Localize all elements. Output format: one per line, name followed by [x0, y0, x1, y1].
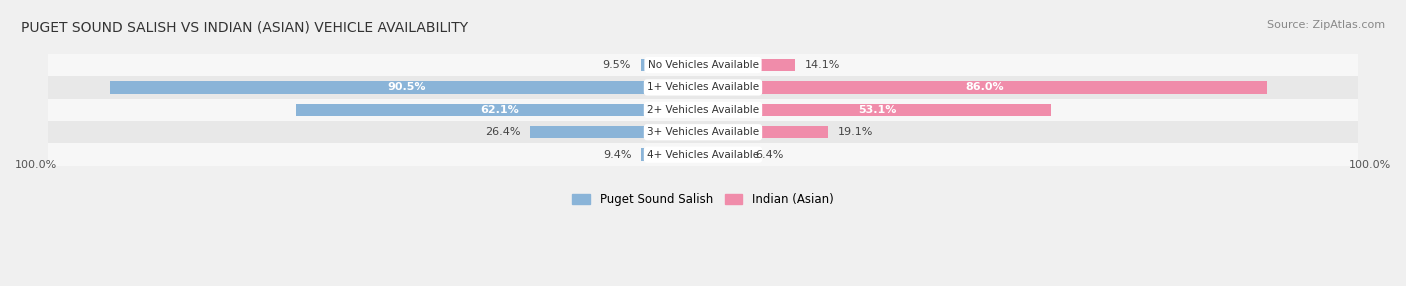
Text: Source: ZipAtlas.com: Source: ZipAtlas.com	[1267, 20, 1385, 30]
Bar	[703, 148, 745, 161]
Bar	[110, 81, 703, 94]
Text: 19.1%: 19.1%	[838, 127, 873, 137]
Text: 90.5%: 90.5%	[387, 82, 426, 92]
Bar	[641, 59, 703, 71]
Text: 6.4%: 6.4%	[755, 150, 783, 160]
Bar	[48, 76, 1358, 99]
Bar	[703, 104, 1050, 116]
Bar	[297, 104, 703, 116]
Bar	[703, 59, 796, 71]
Text: 53.1%: 53.1%	[858, 105, 896, 115]
Text: 86.0%: 86.0%	[966, 82, 1004, 92]
Text: 26.4%: 26.4%	[485, 127, 520, 137]
Bar	[530, 126, 703, 138]
Text: 100.0%: 100.0%	[15, 160, 58, 170]
Text: 100.0%: 100.0%	[1348, 160, 1391, 170]
Bar	[48, 121, 1358, 144]
Text: PUGET SOUND SALISH VS INDIAN (ASIAN) VEHICLE AVAILABILITY: PUGET SOUND SALISH VS INDIAN (ASIAN) VEH…	[21, 20, 468, 34]
Text: 3+ Vehicles Available: 3+ Vehicles Available	[647, 127, 759, 137]
Text: 14.1%: 14.1%	[806, 60, 841, 70]
Bar	[703, 81, 1267, 94]
Text: 4+ Vehicles Available: 4+ Vehicles Available	[647, 150, 759, 160]
Bar	[703, 126, 828, 138]
Bar	[641, 148, 703, 161]
Text: 9.5%: 9.5%	[603, 60, 631, 70]
Text: 9.4%: 9.4%	[603, 150, 631, 160]
Legend: Puget Sound Salish, Indian (Asian): Puget Sound Salish, Indian (Asian)	[568, 188, 838, 210]
Text: 62.1%: 62.1%	[481, 105, 519, 115]
Text: 1+ Vehicles Available: 1+ Vehicles Available	[647, 82, 759, 92]
Bar	[48, 144, 1358, 166]
Text: No Vehicles Available: No Vehicles Available	[648, 60, 758, 70]
Text: 2+ Vehicles Available: 2+ Vehicles Available	[647, 105, 759, 115]
Bar	[48, 99, 1358, 121]
Bar	[48, 54, 1358, 76]
